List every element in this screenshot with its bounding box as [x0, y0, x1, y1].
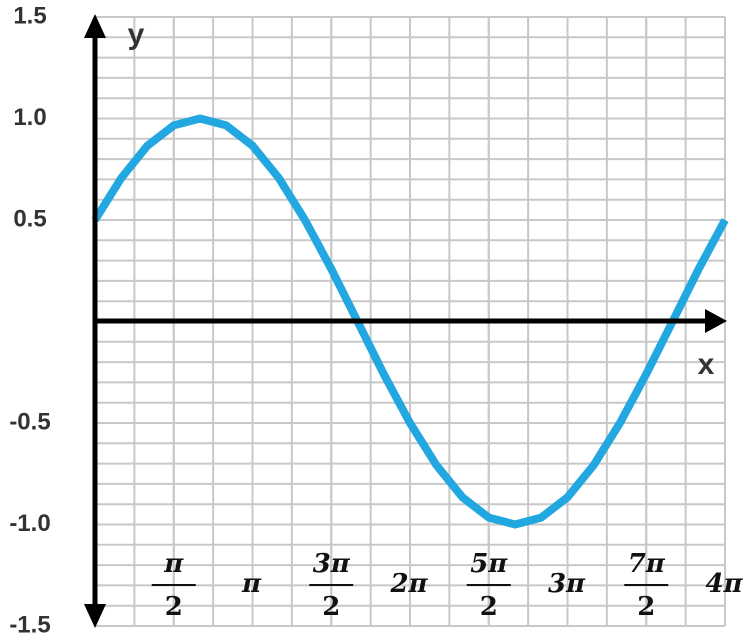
- x-tick-label: 3π: [548, 569, 586, 599]
- y-axis-arrow: [84, 14, 106, 38]
- x-tick-numerator: 7π: [628, 549, 666, 579]
- x-tick-denominator: 2: [637, 592, 655, 622]
- y-tick-label: 1.5: [13, 2, 46, 29]
- x-tick-label: π: [241, 569, 262, 599]
- y-tick-label: 0.5: [13, 205, 46, 232]
- x-axis-label: x: [698, 348, 715, 381]
- x-tick-numerator: 3π: [313, 549, 351, 579]
- x-tick-denominator: 2: [165, 592, 183, 622]
- y-axis-label: y: [128, 18, 145, 51]
- plot: [91, 114, 729, 529]
- x-tick-numerator: π: [163, 549, 184, 579]
- sine-curve: [91, 114, 729, 529]
- x-tick-denominator: 2: [480, 592, 498, 622]
- y-tick-label: -1.5: [9, 611, 50, 638]
- x-tick-denominator: 2: [322, 592, 340, 622]
- y-tick-label: -0.5: [9, 408, 50, 435]
- y-tick-label: -1.0: [9, 510, 50, 537]
- y-tick-label: 1.0: [13, 104, 46, 131]
- y-axis-arrow: [84, 604, 106, 628]
- x-axis-arrow: [705, 309, 727, 333]
- x-tick-label: 4π: [705, 569, 743, 599]
- x-tick-numerator: 5π: [470, 549, 508, 579]
- x-tick-label: 2π: [389, 569, 428, 599]
